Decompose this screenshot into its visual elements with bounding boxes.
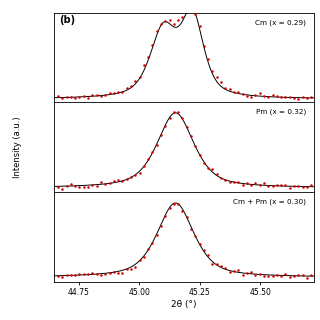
X-axis label: 2θ (°): 2θ (°) <box>171 300 197 308</box>
Text: Cm + Pm (x = 0.30): Cm + Pm (x = 0.30) <box>233 198 306 205</box>
Text: (b): (b) <box>60 15 76 26</box>
Text: Intensity (a.u.): Intensity (a.u.) <box>13 116 22 178</box>
Text: Pm (x = 0.32): Pm (x = 0.32) <box>256 109 306 115</box>
Text: Cm (x = 0.29): Cm (x = 0.29) <box>255 19 306 26</box>
